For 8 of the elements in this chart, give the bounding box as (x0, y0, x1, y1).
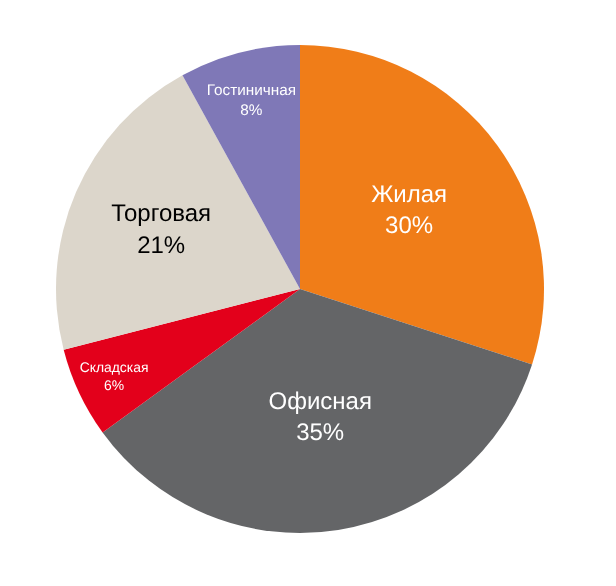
pie-slice (56, 75, 300, 350)
data-label: 21% (137, 230, 186, 259)
data-label: 30% (385, 211, 434, 240)
slice-label: Жилая (371, 180, 448, 209)
slice-label: Офисная (268, 386, 372, 415)
data-label: 35% (296, 418, 345, 447)
slice-label: Торговая (111, 199, 212, 228)
pie-slice (300, 45, 544, 365)
